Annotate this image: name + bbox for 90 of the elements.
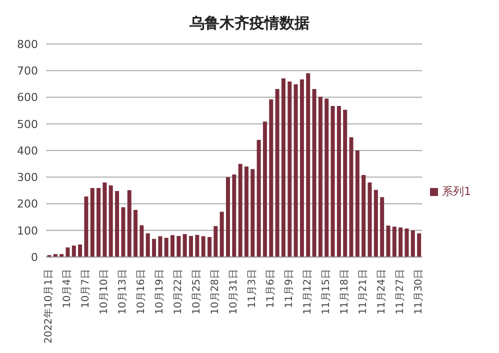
bar [349,137,354,257]
bar [404,228,409,257]
bar [306,73,310,257]
x-tick-label: 10月16日 [136,269,148,314]
bar [170,235,175,257]
bar [281,78,286,257]
x-tick-label: 10月19日 [154,269,166,314]
bar [146,233,150,257]
bar [386,226,390,257]
bar [256,140,261,257]
x-tick-label: 11月30日 [413,269,424,314]
x-tick-label: 10月25日 [192,269,203,314]
bar [201,236,206,257]
bar [362,174,366,257]
bar [288,82,292,257]
bar [127,190,132,257]
x-tick-label: 11月27日 [394,269,406,314]
bar [343,110,348,257]
x-tick-label: 11月6日 [265,269,276,308]
bar [176,236,181,257]
bar [300,79,304,257]
bar [214,226,218,257]
x-tick-label: 10月13日 [118,269,129,314]
bar [96,188,101,257]
x-tick-label: 10月22日 [173,269,184,314]
bar [269,99,274,257]
y-tick-label: 0 [31,250,38,264]
x-tick-label: 10月31日 [228,269,240,314]
x-tick-label: 10月4日 [62,269,74,308]
bar [374,190,378,257]
bar [226,177,230,257]
x-tick-label: 11月9日 [284,269,295,308]
bar [336,106,341,257]
bar [380,197,384,257]
bar [72,246,76,257]
chart-title: 乌鲁木齐疫情数据 [188,13,310,34]
bar [368,182,372,257]
bar [250,169,255,257]
bar [182,234,187,257]
x-tick-label: 11月3日 [246,269,258,308]
x-tick-label: 11月15日 [320,269,332,314]
y-tick-label: 700 [17,64,38,78]
bar [275,88,280,257]
y-tick-label: 800 [17,38,38,51]
y-tick-label: 200 [17,198,38,211]
bar [134,210,138,257]
y-tick-label: 100 [17,224,38,238]
bar [318,96,322,257]
y-tick-label: 300 [17,171,38,184]
x-tick-label: 10月7日 [80,269,92,308]
y-tick-label: 600 [17,91,38,104]
bar [355,150,360,257]
bar [90,188,94,257]
bar [262,121,267,257]
bar [207,237,212,257]
bar [417,233,422,257]
x-tick-label: 11月24日 [376,269,388,314]
legend-label: 系列1 [442,185,471,198]
bar [220,212,224,257]
bar [121,207,126,257]
bar [108,185,113,257]
bar [324,98,329,257]
bar [410,230,415,257]
bar [330,106,335,257]
bar [398,227,403,257]
bar [115,190,120,257]
x-tick-label: 2022年10月1日 [42,269,55,344]
x-tick-label: 10月10日 [99,269,110,314]
bar [244,166,248,257]
x-tick-label: 10月28日 [210,269,222,314]
bar [294,84,298,257]
bar [140,225,144,257]
bar [102,182,107,257]
x-tick-label: 11月12日 [302,269,314,314]
bar [164,238,168,257]
bar [232,174,236,257]
y-tick-label: 500 [17,118,38,131]
bar [84,196,88,257]
bar [152,238,156,257]
bar [158,236,162,257]
bar [78,244,82,257]
bar [238,164,242,257]
y-tick-label: 400 [17,144,38,158]
x-tick-label: 11月21日 [358,269,369,314]
bar [392,226,396,257]
bar [312,88,316,257]
bar [189,236,194,257]
x-tick-label: 11月18日 [339,269,350,314]
bar [66,247,70,257]
bar [195,234,200,257]
